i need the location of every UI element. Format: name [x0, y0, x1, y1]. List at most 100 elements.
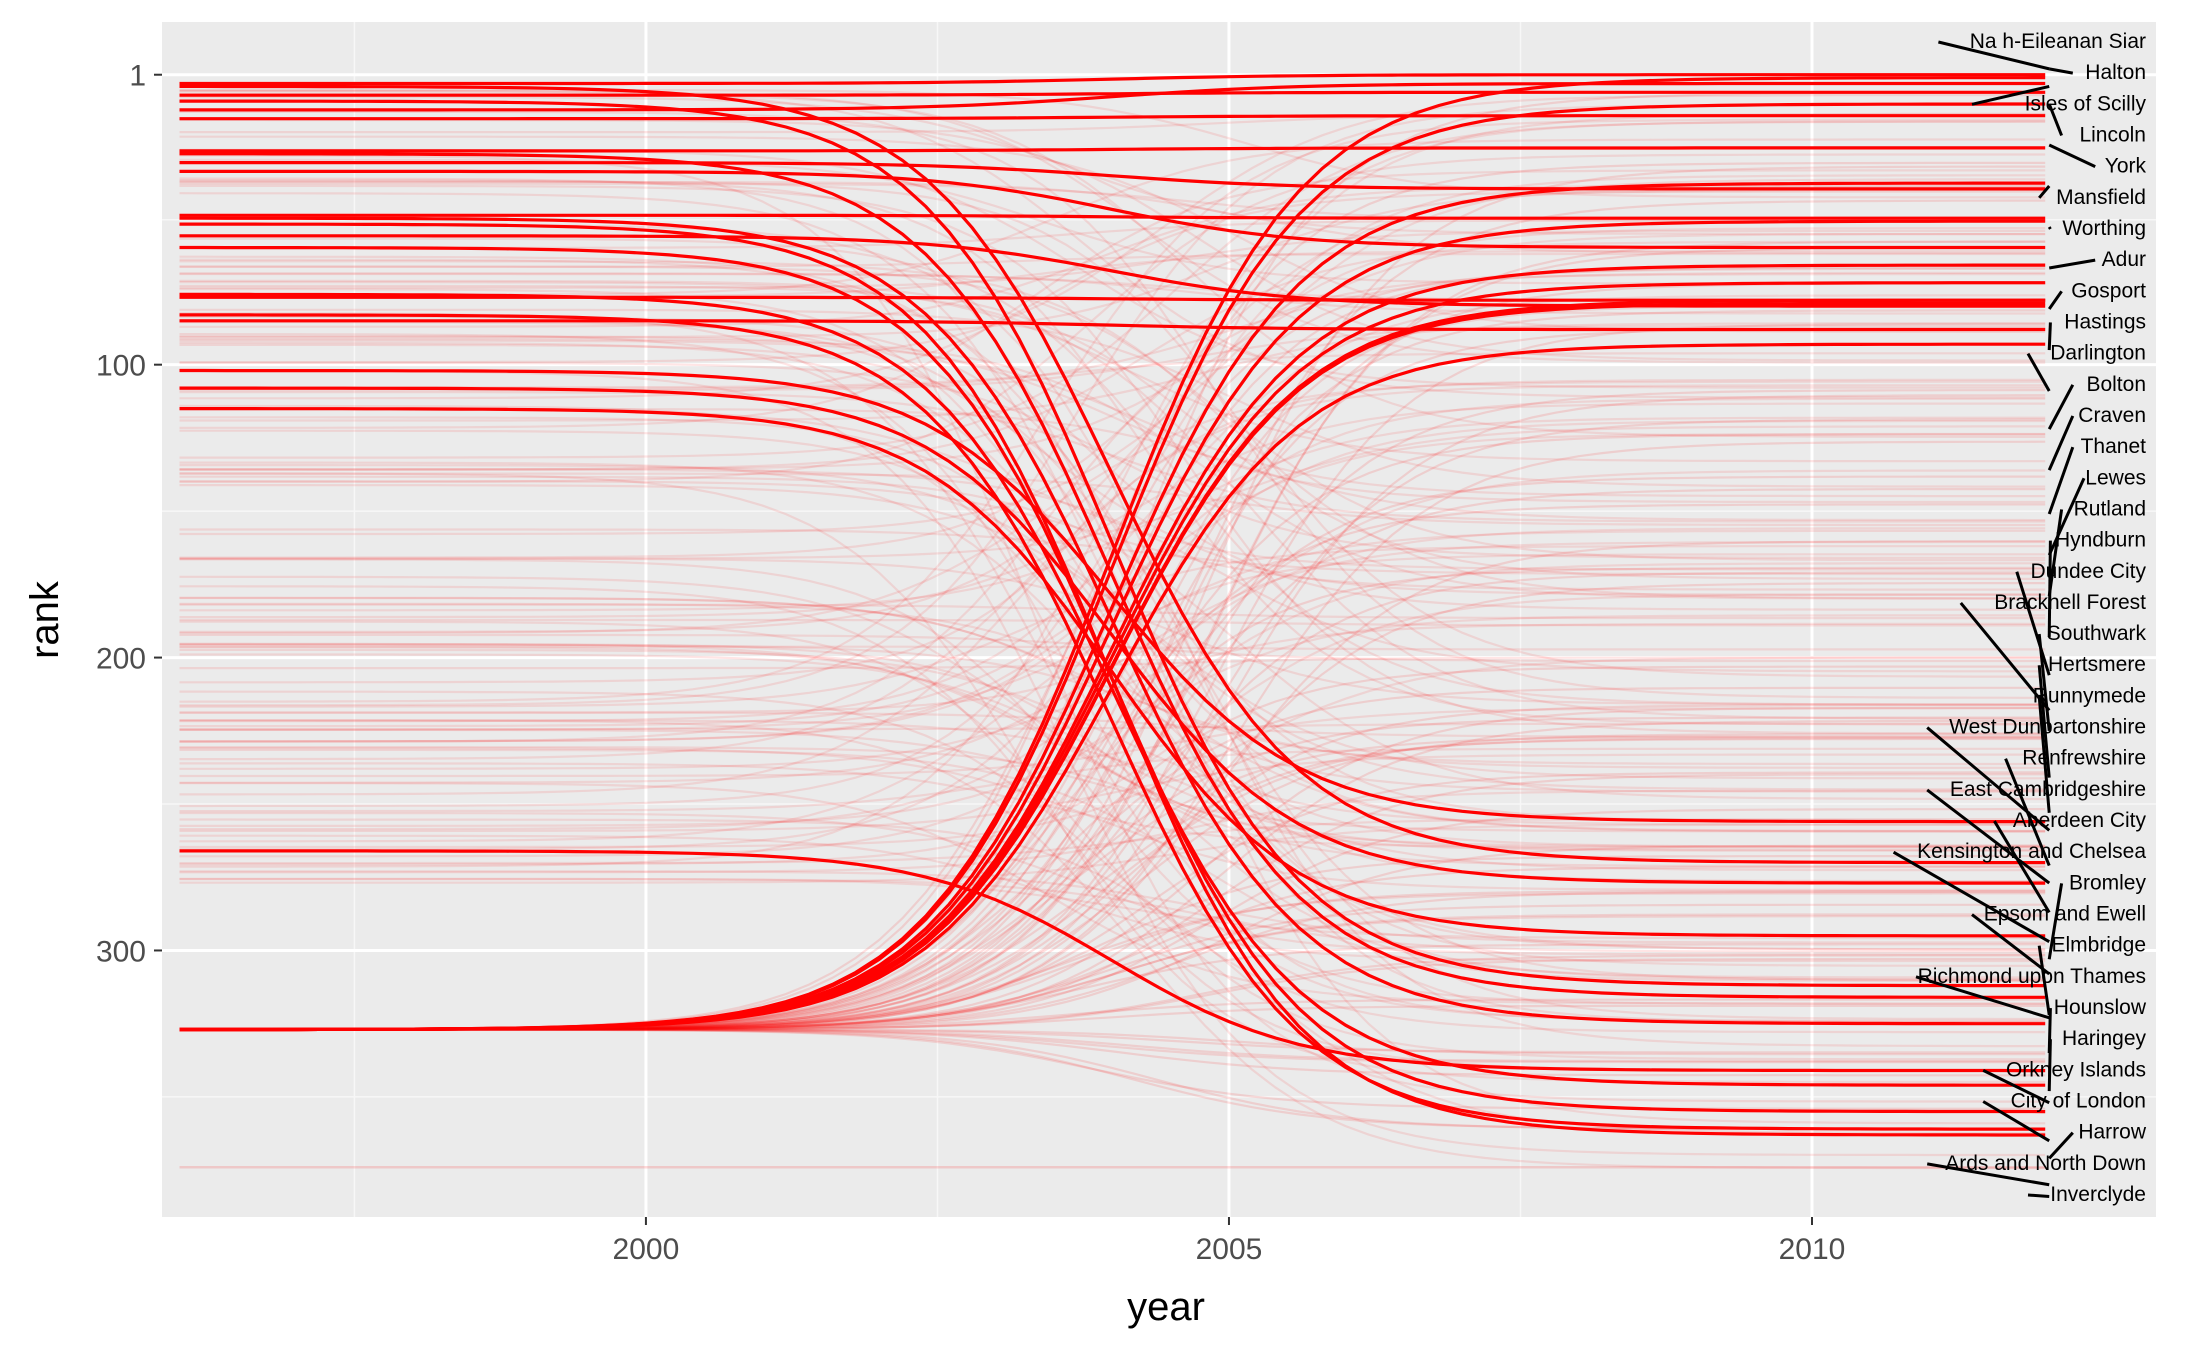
- highlight-series-line: [179, 313, 2046, 1131]
- label-leader-line: [2037, 633, 2051, 731]
- background-series-line: [179, 180, 2046, 255]
- label-leader-line: [2037, 696, 2051, 813]
- background-series-line: [179, 748, 2046, 982]
- label-leader-line: [1971, 913, 2051, 976]
- y-tick-label: 200: [96, 643, 146, 676]
- background-series-line: [179, 878, 2046, 953]
- background-series-line: [179, 818, 2046, 1135]
- background-series-line: [179, 335, 2046, 504]
- series-label: Runnymede: [2033, 684, 2146, 707]
- background-series-line: [179, 154, 2046, 1103]
- background-series-line: [179, 562, 2046, 827]
- background-series-line: [179, 464, 2046, 791]
- background-series-line: [179, 184, 2046, 328]
- background-series-line: [179, 378, 2046, 796]
- series-label: York: [2105, 155, 2147, 178]
- background-series-line: [179, 95, 2046, 236]
- series-label: Aberdeen City: [2013, 809, 2147, 832]
- series-label: Thanet: [2081, 435, 2147, 458]
- label-leader-lines: [1892, 40, 2096, 1198]
- background-series-line: [179, 339, 2046, 498]
- background-series-line: [179, 719, 2046, 872]
- label-leader-line: [2015, 571, 2051, 676]
- label-leader-line: [1926, 1162, 2050, 1187]
- label-leader-line: [2026, 352, 2051, 392]
- background-series-line: [179, 811, 2046, 956]
- background-series-line: [179, 110, 2046, 699]
- x-tick-label: 2000: [613, 1233, 680, 1266]
- background-series-line: [179, 384, 2046, 761]
- background-series-line: [179, 308, 2046, 488]
- series-labels: Na h-Eileanan Siar Halton Isles of Scilly L…: [1917, 30, 2147, 1206]
- background-series-line: [179, 558, 2046, 1022]
- background-series-line: [179, 229, 2046, 289]
- label-leader-line: [2027, 1193, 2050, 1198]
- x-tick-label: 2005: [1196, 1233, 1263, 1266]
- background-series-line: [179, 747, 2046, 813]
- highlight-series-line: [179, 368, 2046, 824]
- series-label: Halton: [2085, 61, 2146, 84]
- background-series-line: [179, 746, 2046, 951]
- label-leader-line: [1982, 1100, 2050, 1143]
- series-label: Haringey: [2062, 1027, 2147, 1050]
- background-series-line: [179, 178, 2046, 536]
- background-series-line: [179, 575, 2046, 848]
- highlight-series-line: [179, 152, 2046, 999]
- series-label: Gosport: [2071, 279, 2146, 302]
- series-label: Epsom and Ewell: [1984, 903, 2146, 926]
- background-series-line: [179, 88, 2046, 199]
- background-series-line: [179, 169, 2046, 429]
- background-series-line: [179, 120, 2046, 459]
- background-series-line: [179, 192, 2046, 951]
- background-series-line: [179, 184, 2046, 735]
- background-series-line: [179, 596, 2046, 793]
- series-label: Kensington and Chelsea: [1917, 840, 2146, 863]
- label-leader-line: [1938, 40, 2050, 71]
- series-label: City of London: [2011, 1090, 2146, 1113]
- highlight-series-line: [179, 99, 2046, 988]
- background-series-line: [179, 279, 2046, 580]
- highlight-series-line: [179, 73, 2046, 86]
- background-series-line: [179, 834, 2046, 963]
- background-series-line: [179, 753, 2046, 832]
- series-label: Bracknell Forest: [1994, 591, 2146, 614]
- series-label: Rutland: [2074, 497, 2146, 520]
- series-label: Na h-Eileanan Siar: [1970, 30, 2146, 53]
- background-series-line: [179, 188, 2046, 339]
- series-label: Hastings: [2064, 310, 2146, 333]
- background-series-line: [179, 338, 2046, 600]
- series-label: Ards and North Down: [1945, 1152, 2146, 1175]
- background-series-line: [179, 747, 2046, 891]
- label-leader-line: [2048, 143, 2096, 169]
- background-series-line: [179, 480, 2046, 591]
- series-label: Renfrewshire: [2022, 747, 2146, 770]
- series-label: Isles of Scilly: [2025, 92, 2147, 115]
- series-label: Hertsmere: [2048, 653, 2146, 676]
- label-leader-line: [2047, 883, 2064, 960]
- highlight-series-line: [179, 90, 2046, 97]
- series-label: Bolton: [2086, 373, 2146, 396]
- background-series-line: [179, 89, 2046, 399]
- label-leader-line: [1926, 788, 2051, 885]
- label-leader-line: [2047, 103, 2063, 137]
- background-series-line: [179, 174, 2046, 808]
- background-series-line: [179, 593, 2046, 866]
- background-series-line: [179, 782, 2046, 1005]
- background-series-line: [179, 190, 2046, 400]
- label-leader-line: [2038, 185, 2051, 199]
- background-series-line: [179, 614, 2046, 858]
- label-leader-line: [2048, 1131, 2074, 1160]
- highlight-series-line: [179, 319, 2046, 332]
- background-series-line: [179, 762, 2046, 849]
- background-series-line: [179, 380, 2046, 635]
- series-label: Darlington: [2050, 342, 2146, 365]
- background-series-line: [179, 273, 2046, 743]
- series-label: West Dunbartonshire: [1949, 716, 2146, 739]
- series-label: Hounslow: [2054, 996, 2147, 1019]
- background-series-line: [179, 260, 2046, 600]
- label-leader-line: [2047, 322, 2052, 351]
- highlight-series-line: [179, 222, 2046, 1137]
- series-label: Lewes: [2085, 466, 2146, 489]
- y-tick-label: 1: [129, 60, 146, 93]
